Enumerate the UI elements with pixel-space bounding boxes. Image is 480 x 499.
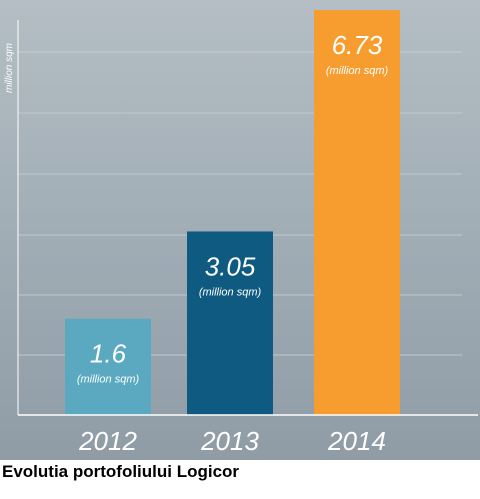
x-tick-2013: 2013 xyxy=(200,426,259,456)
value-label-2013: 3.05 xyxy=(205,251,256,281)
y-axis-label: million sqm xyxy=(4,43,15,93)
unit-label-2013: (million sqm) xyxy=(199,286,262,298)
unit-label-2012: (million sqm) xyxy=(77,374,140,386)
data-labels: 1.6 (million sqm) 3.05 (million sqm) 6.73 (mi… xyxy=(77,30,389,386)
bar-2012 xyxy=(65,318,151,415)
bars xyxy=(65,10,400,415)
bar-2014 xyxy=(314,10,400,415)
value-label-2014: 6.73 xyxy=(332,30,383,60)
x-tick-2012: 2012 xyxy=(78,426,137,456)
unit-label-2014: (million sqm) xyxy=(326,65,389,77)
chart-caption: Evolutia portofoliului Logicor xyxy=(2,462,240,481)
chart-panel: million sqm 2012 2013 2014 1.6 (million sqm… xyxy=(0,0,480,460)
x-tick-labels: 2012 2013 2014 xyxy=(78,426,386,456)
bar-chart: million sqm 2012 2013 2014 1.6 (million sqm… xyxy=(4,10,462,456)
bar-2013 xyxy=(187,231,273,415)
x-tick-2014: 2014 xyxy=(327,426,386,456)
value-label-2012: 1.6 xyxy=(90,339,127,369)
